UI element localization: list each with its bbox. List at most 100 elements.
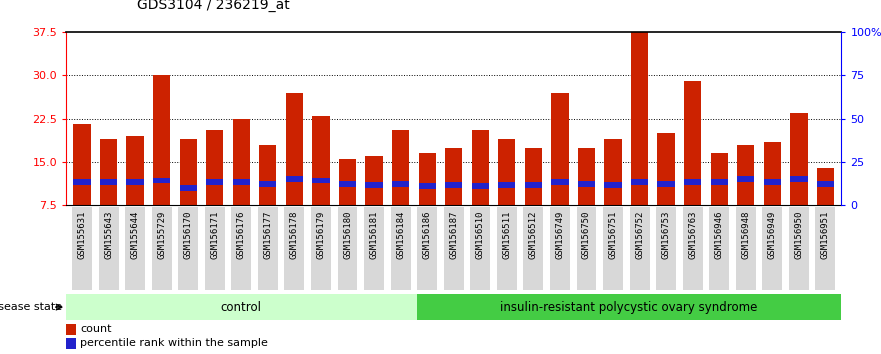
- Bar: [72, 207, 92, 290]
- Bar: [711, 153, 728, 205]
- Bar: [683, 207, 703, 290]
- Bar: [418, 183, 436, 189]
- Bar: [817, 181, 834, 187]
- Bar: [550, 207, 570, 290]
- Bar: [444, 207, 463, 290]
- Text: control: control: [221, 301, 262, 314]
- Bar: [576, 207, 596, 290]
- Bar: [73, 179, 91, 185]
- Bar: [764, 142, 781, 205]
- Bar: [525, 182, 542, 188]
- Text: GSM156951: GSM156951: [821, 211, 830, 259]
- Bar: [418, 207, 437, 290]
- Bar: [285, 207, 304, 290]
- Text: count: count: [80, 324, 112, 334]
- Bar: [232, 207, 251, 290]
- Bar: [417, 294, 841, 320]
- Text: GSM156170: GSM156170: [184, 211, 193, 259]
- Bar: [418, 153, 436, 205]
- Bar: [684, 179, 701, 185]
- Bar: [66, 338, 76, 349]
- Bar: [364, 207, 384, 290]
- Text: GSM156511: GSM156511: [502, 211, 511, 259]
- Bar: [630, 207, 649, 290]
- Bar: [99, 207, 119, 290]
- Bar: [313, 178, 329, 183]
- Text: GSM156946: GSM156946: [714, 211, 723, 259]
- Text: GSM155643: GSM155643: [104, 211, 113, 259]
- Bar: [709, 207, 729, 290]
- Bar: [604, 182, 622, 188]
- Text: GSM156753: GSM156753: [662, 211, 670, 259]
- Bar: [259, 181, 277, 187]
- Bar: [471, 183, 489, 189]
- Text: GSM156510: GSM156510: [476, 211, 485, 259]
- Bar: [233, 179, 250, 185]
- Text: GSM156178: GSM156178: [290, 211, 299, 259]
- Bar: [737, 144, 754, 205]
- Bar: [180, 139, 196, 205]
- Bar: [657, 181, 675, 187]
- Bar: [631, 179, 648, 185]
- Bar: [445, 182, 463, 188]
- Bar: [552, 179, 568, 185]
- Bar: [790, 176, 808, 182]
- Bar: [736, 207, 756, 290]
- Bar: [817, 168, 834, 205]
- Bar: [313, 116, 329, 205]
- Bar: [233, 119, 250, 205]
- Text: GSM155729: GSM155729: [157, 211, 167, 259]
- Bar: [604, 139, 622, 205]
- Text: GSM156179: GSM156179: [316, 211, 325, 259]
- Text: GSM156171: GSM156171: [211, 211, 219, 259]
- Bar: [656, 207, 676, 290]
- Bar: [127, 136, 144, 205]
- Bar: [816, 207, 835, 290]
- Bar: [471, 130, 489, 205]
- Text: GSM156751: GSM156751: [609, 211, 618, 259]
- Bar: [73, 124, 91, 205]
- Text: GSM156187: GSM156187: [449, 211, 458, 259]
- Text: GSM156950: GSM156950: [795, 211, 803, 259]
- Bar: [337, 207, 358, 290]
- Bar: [153, 178, 170, 183]
- Text: GSM156186: GSM156186: [423, 211, 432, 259]
- Bar: [339, 159, 356, 205]
- Bar: [392, 130, 410, 205]
- Bar: [206, 179, 224, 185]
- Text: GSM156512: GSM156512: [529, 211, 538, 259]
- Bar: [737, 176, 754, 182]
- Bar: [657, 133, 675, 205]
- Bar: [285, 176, 303, 182]
- Text: GSM155644: GSM155644: [130, 211, 139, 259]
- Text: GSM156184: GSM156184: [396, 211, 405, 259]
- Bar: [392, 181, 410, 187]
- Text: GSM156180: GSM156180: [343, 211, 352, 259]
- Bar: [790, 113, 808, 205]
- Bar: [152, 207, 172, 290]
- Bar: [125, 207, 145, 290]
- Bar: [259, 144, 277, 205]
- Bar: [578, 181, 595, 187]
- Bar: [497, 207, 517, 290]
- Bar: [204, 207, 225, 290]
- Text: GSM156750: GSM156750: [582, 211, 591, 259]
- Bar: [711, 179, 728, 185]
- Bar: [100, 179, 117, 185]
- Bar: [339, 181, 356, 187]
- Bar: [127, 179, 144, 185]
- Text: GDS3104 / 236219_at: GDS3104 / 236219_at: [137, 0, 289, 12]
- Bar: [153, 75, 170, 205]
- Text: GSM156752: GSM156752: [635, 211, 644, 259]
- Bar: [258, 207, 278, 290]
- Text: GSM156749: GSM156749: [555, 211, 565, 259]
- Bar: [684, 81, 701, 205]
- Bar: [603, 207, 623, 290]
- Text: insulin-resistant polycystic ovary syndrome: insulin-resistant polycystic ovary syndr…: [500, 301, 758, 314]
- Bar: [762, 207, 782, 290]
- Text: GSM155631: GSM155631: [78, 211, 86, 259]
- Bar: [523, 207, 544, 290]
- Bar: [498, 139, 515, 205]
- Bar: [525, 148, 542, 205]
- Bar: [285, 93, 303, 205]
